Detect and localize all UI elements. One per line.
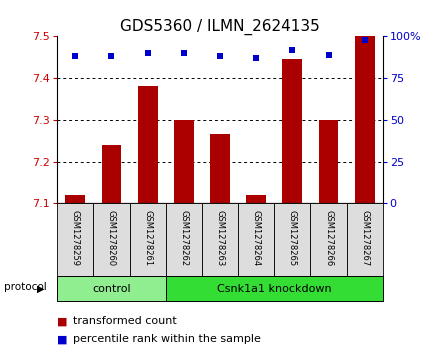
Bar: [202, 203, 238, 276]
Text: GSM1278263: GSM1278263: [216, 210, 224, 266]
Point: [108, 53, 115, 59]
Bar: [347, 203, 383, 276]
Text: ■: ■: [57, 334, 68, 344]
Text: GSM1278266: GSM1278266: [324, 210, 333, 266]
Text: GSM1278259: GSM1278259: [71, 210, 80, 266]
Text: ▶: ▶: [37, 284, 45, 294]
Title: GDS5360 / ILMN_2624135: GDS5360 / ILMN_2624135: [120, 19, 320, 35]
Text: control: control: [92, 284, 131, 294]
Bar: [174, 120, 194, 203]
Bar: [57, 203, 93, 276]
Point: [289, 47, 296, 53]
Text: GSM1278265: GSM1278265: [288, 210, 297, 266]
Text: Csnk1a1 knockdown: Csnk1a1 knockdown: [217, 284, 332, 294]
Point: [361, 37, 368, 42]
Text: ■: ■: [57, 316, 68, 326]
Point: [253, 55, 260, 61]
Bar: [282, 59, 302, 203]
Point: [144, 50, 151, 56]
Text: GSM1278267: GSM1278267: [360, 210, 369, 266]
Point: [180, 50, 187, 56]
Bar: [319, 120, 338, 203]
Bar: [274, 203, 311, 276]
Point: [325, 52, 332, 58]
Bar: [311, 203, 347, 276]
Text: GSM1278264: GSM1278264: [252, 210, 260, 266]
Bar: [102, 145, 121, 203]
Bar: [210, 134, 230, 203]
Bar: [166, 276, 383, 301]
Point: [216, 53, 224, 59]
Text: percentile rank within the sample: percentile rank within the sample: [73, 334, 260, 344]
Bar: [93, 203, 129, 276]
Bar: [238, 203, 274, 276]
Bar: [57, 276, 166, 301]
Text: GSM1278261: GSM1278261: [143, 210, 152, 266]
Bar: [355, 36, 375, 203]
Bar: [138, 86, 158, 203]
Text: GSM1278260: GSM1278260: [107, 210, 116, 266]
Point: [72, 53, 79, 59]
Bar: [166, 203, 202, 276]
Bar: [129, 203, 166, 276]
Text: GSM1278262: GSM1278262: [180, 210, 188, 266]
Text: protocol: protocol: [4, 282, 47, 292]
Text: transformed count: transformed count: [73, 316, 176, 326]
Bar: [66, 195, 85, 203]
Bar: [246, 195, 266, 203]
